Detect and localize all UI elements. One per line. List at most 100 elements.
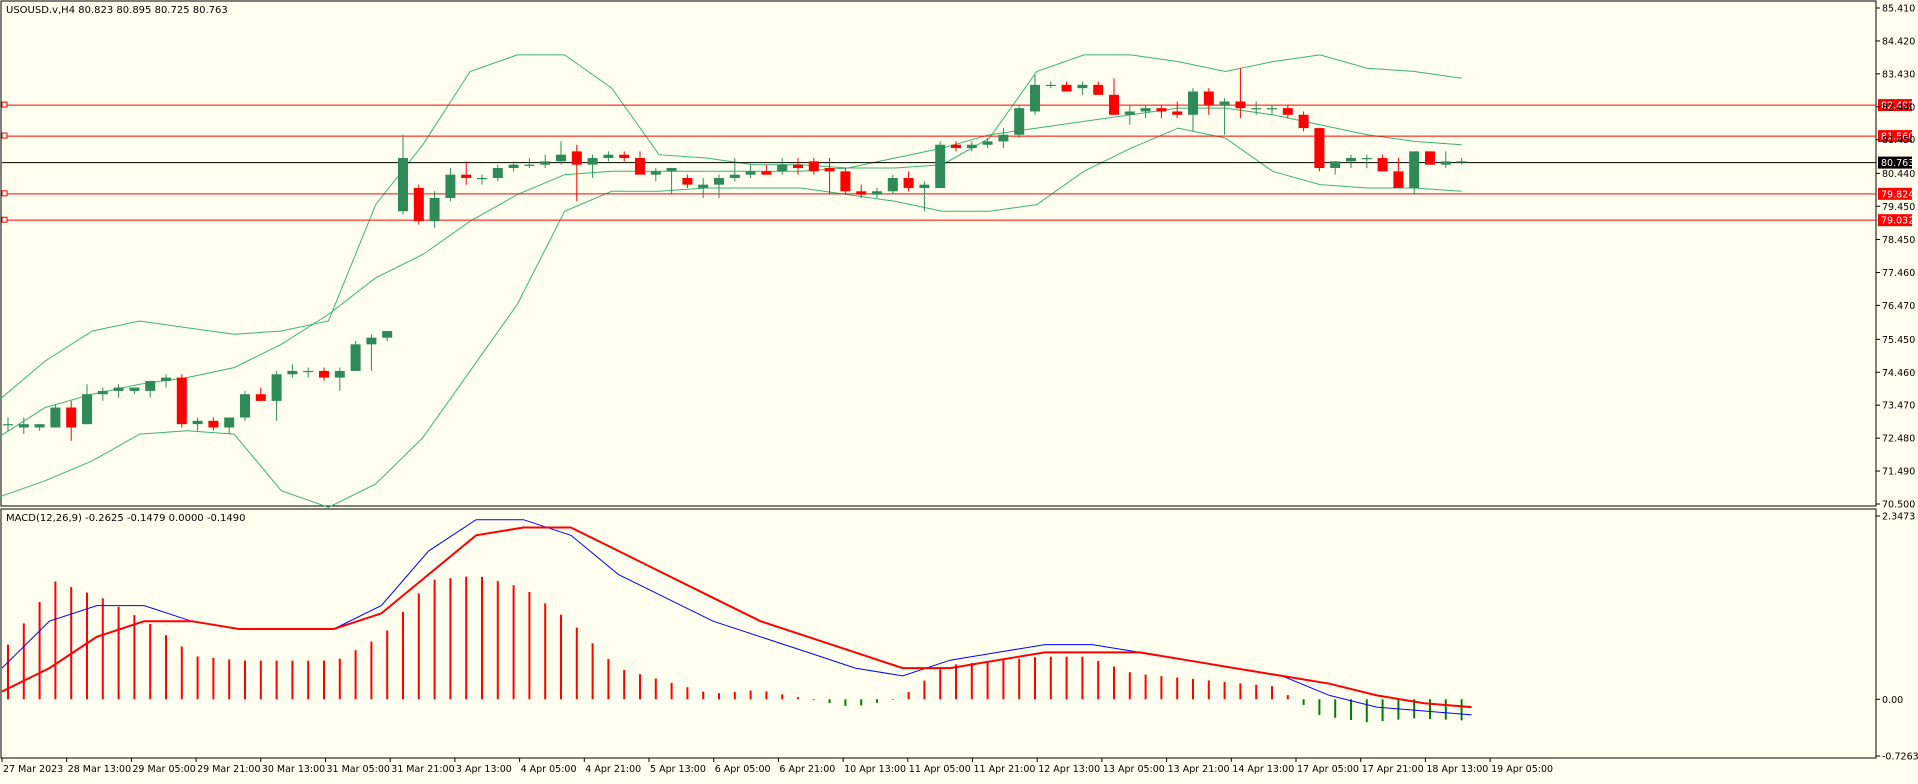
candle-body xyxy=(698,184,709,188)
macd-axis-label: 2.3473 xyxy=(1882,512,1915,523)
candle-body xyxy=(1440,161,1451,165)
candle-body xyxy=(556,154,566,162)
candle-body xyxy=(1109,94,1119,115)
candle-body xyxy=(66,407,77,428)
macd-axis-label: 0.00 xyxy=(1882,695,1903,706)
price-level-tag xyxy=(1878,99,1912,112)
price-axis-label: 78.450 xyxy=(1882,235,1915,246)
candle-body xyxy=(334,370,345,378)
candle-body xyxy=(1456,161,1467,163)
price-level-handle xyxy=(1,101,8,108)
candle-body xyxy=(1077,84,1088,89)
candle-body xyxy=(666,168,677,172)
candle-body xyxy=(271,374,282,401)
candle-body xyxy=(1361,158,1372,160)
candle-body xyxy=(429,197,440,222)
bollinger-middle-line xyxy=(0,107,1462,437)
candle-body xyxy=(745,171,756,175)
price-level-tag xyxy=(1878,187,1912,200)
candle-body xyxy=(935,144,946,188)
time-axis-label: 5 Apr 13:00 xyxy=(650,764,706,775)
price-axis-label: 85.410 xyxy=(1882,4,1915,15)
candle-body xyxy=(982,141,993,145)
price-axis-label: 72.480 xyxy=(1882,434,1915,445)
price-level-handle xyxy=(1,190,8,197)
candle-body xyxy=(50,407,61,428)
price-axis-label: 77.460 xyxy=(1882,268,1915,279)
time-axis-label: 4 Apr 05:00 xyxy=(521,764,577,775)
candle-body xyxy=(240,394,250,418)
candle-body xyxy=(145,380,156,391)
price-level-label: 79.824 xyxy=(1881,189,1914,200)
candle-body xyxy=(1409,151,1420,188)
candle-body xyxy=(1267,108,1277,110)
candle-body xyxy=(887,177,898,192)
candle-body xyxy=(761,171,772,175)
time-axis-label: 4 Apr 21:00 xyxy=(585,764,641,775)
time-axis-label: 18 Apr 13:00 xyxy=(1426,764,1488,775)
candle-body xyxy=(998,134,1009,142)
price-axis-label: 75.450 xyxy=(1882,335,1915,346)
macd-axis-label: -0.7263 xyxy=(1882,752,1918,763)
candle-body xyxy=(793,164,803,169)
candle-body xyxy=(192,420,203,425)
price-axis-label: 76.470 xyxy=(1882,301,1915,312)
candle-body xyxy=(319,370,329,378)
candle-body xyxy=(18,424,29,428)
macd-panel-header: MACD(12,26,9) -0.2625 -0.1479 0.0000 -0.… xyxy=(6,513,245,524)
candle-body xyxy=(824,168,835,172)
time-axis-label: 13 Apr 05:00 xyxy=(1103,764,1165,775)
candle-body xyxy=(208,420,219,428)
candle-body xyxy=(1156,108,1167,112)
price-axis-label: 81.450 xyxy=(1882,135,1915,146)
macd-signal-line xyxy=(1,526,1472,709)
candle-body xyxy=(777,164,788,172)
price-level-handle xyxy=(1,132,8,139)
candle-body xyxy=(1298,114,1309,129)
candle-body xyxy=(808,161,819,172)
candle-body xyxy=(350,344,361,371)
bollinger-upper-line xyxy=(0,54,1462,400)
candle-body xyxy=(540,161,551,165)
candle-body xyxy=(1140,108,1151,112)
time-axis-label: 17 Apr 21:00 xyxy=(1362,764,1424,775)
candle-body xyxy=(1030,84,1040,112)
current-price-label: 80.763 xyxy=(1881,158,1914,169)
time-axis-label: 31 Mar 21:00 xyxy=(391,764,454,775)
candle-body xyxy=(303,370,314,373)
price-axis-label: 74.460 xyxy=(1882,368,1915,379)
price-level-label: 82.492 xyxy=(1881,101,1914,112)
time-axis-label: 3 Apr 13:00 xyxy=(456,764,512,775)
candle-body xyxy=(413,187,424,222)
price-axis-label: 84.420 xyxy=(1882,36,1915,47)
candle-body xyxy=(366,337,377,345)
time-axis-label: 29 Mar 05:00 xyxy=(132,764,195,775)
candle-body xyxy=(113,387,124,391)
candle-body xyxy=(1219,101,1230,105)
candles xyxy=(3,68,1467,441)
candle-body xyxy=(1203,91,1214,105)
candle-body xyxy=(840,171,851,192)
candle-body xyxy=(1014,108,1025,135)
candle-body xyxy=(1282,108,1293,115)
price-level-label: 79.032 xyxy=(1881,216,1914,227)
time-axis-label: 11 Apr 21:00 xyxy=(974,764,1036,775)
candle-body xyxy=(919,184,930,188)
candle-body xyxy=(176,377,187,425)
candle-body xyxy=(729,174,740,178)
candle-body xyxy=(650,171,661,175)
main-panel-frame xyxy=(0,0,1877,507)
candle-body xyxy=(129,387,140,391)
main-panel-header: USOUSD.v,H4 80.823 80.895 80.725 80.763 xyxy=(6,5,228,16)
macd-panel-frame xyxy=(0,508,1877,759)
current-price-tag xyxy=(1878,156,1912,169)
macd-indicator xyxy=(1,519,1472,723)
candle-body xyxy=(398,158,408,212)
time-axis: 27 Mar 2023 28 Mar 13:00 29 Mar 05:00 29 Ma… xyxy=(1,758,1553,775)
candle-body xyxy=(1330,161,1341,169)
price-axis-label: 71.490 xyxy=(1882,467,1915,478)
price-level-tag xyxy=(1878,130,1912,143)
candle-body xyxy=(1188,91,1198,115)
